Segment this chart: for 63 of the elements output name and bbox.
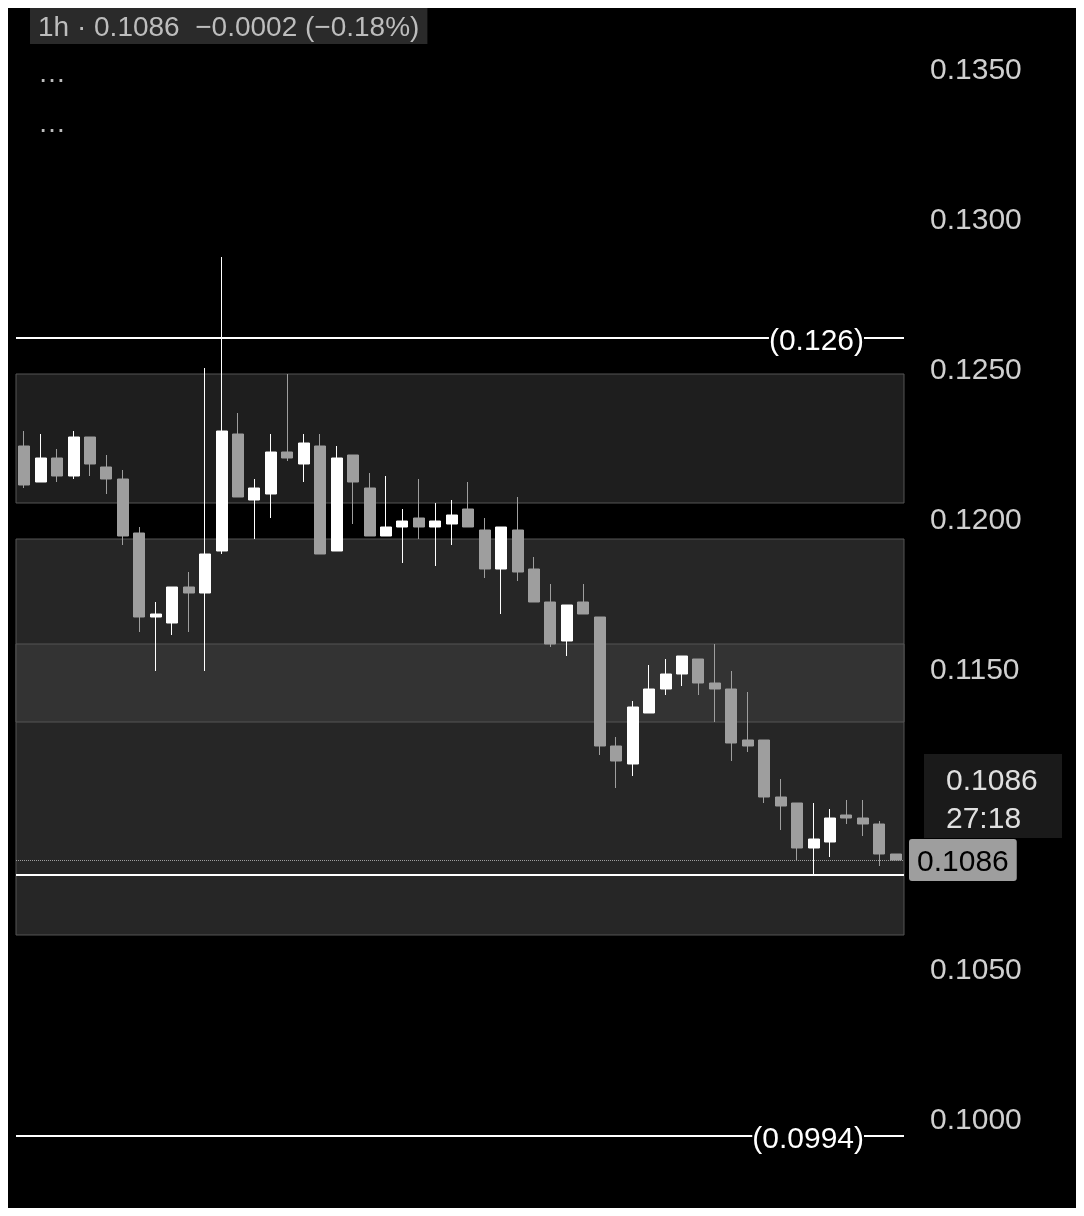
ref-line-label: (0.0994) [752,1120,864,1154]
candlestick [446,499,458,546]
y-tick-label: 0.1000 [930,1101,1022,1135]
candlestick [35,433,47,483]
candlestick [495,526,507,615]
candlestick [577,583,589,615]
text: 0.1086 27:18 [946,762,1038,834]
ref-line-label: (0.126) [768,322,864,356]
candlestick [709,643,721,723]
candlestick [117,469,129,546]
candlestick [725,670,737,762]
candlestick [166,586,178,636]
y-tick-label: 0.1200 [930,501,1022,535]
candlestick [314,433,326,555]
candlestick [84,436,96,477]
y-tick-label: 0.1350 [930,51,1022,85]
candlestick [840,799,852,825]
candlestick [298,433,310,483]
candlestick [627,700,639,777]
candlestick [742,691,754,753]
candlestick [396,508,408,564]
candlestick [758,739,770,804]
candlestick [248,478,260,540]
y-tick-label: 0.1050 [930,951,1022,985]
candlestick [133,526,145,633]
candlestick [561,604,573,657]
candlestick [380,475,392,537]
annotation: … [38,56,66,88]
candlestick [857,799,869,837]
y-tick-label: 0.1150 [930,651,1020,685]
candlestick [18,430,30,489]
chart-title: 1h · 0.1086 −0.0002 (−0.18%) [38,10,420,42]
candlestick [479,517,491,579]
y-tick-label: 0.1300 [930,201,1022,235]
annotation: … [38,106,66,138]
candlestick [331,445,343,552]
candlestick [51,448,63,483]
candlestick [199,367,211,672]
candlestick [413,478,425,540]
y-tick-label: 0.1250 [930,351,1022,385]
candlestick [68,430,80,480]
candlestick [824,808,836,858]
candlestick [610,736,622,789]
candlestick [544,583,556,648]
candlestick [462,481,474,528]
candlestick [692,658,704,696]
candlestick [660,658,672,696]
candlestick [347,454,359,525]
candlestick [265,433,277,519]
candlestick [364,472,376,537]
candlestick [643,664,655,714]
candlestick [775,778,787,831]
candlestick [232,412,244,498]
ref-line-label: 0.1086 [917,843,1009,877]
candlestick [512,496,524,582]
candlestick [676,655,688,687]
candlestick [100,454,112,495]
candlestick [281,373,293,462]
candlestick [429,502,441,567]
candlestick [150,601,162,672]
candlestick [183,571,195,633]
candlestick [528,556,540,603]
candlestick [594,616,606,756]
